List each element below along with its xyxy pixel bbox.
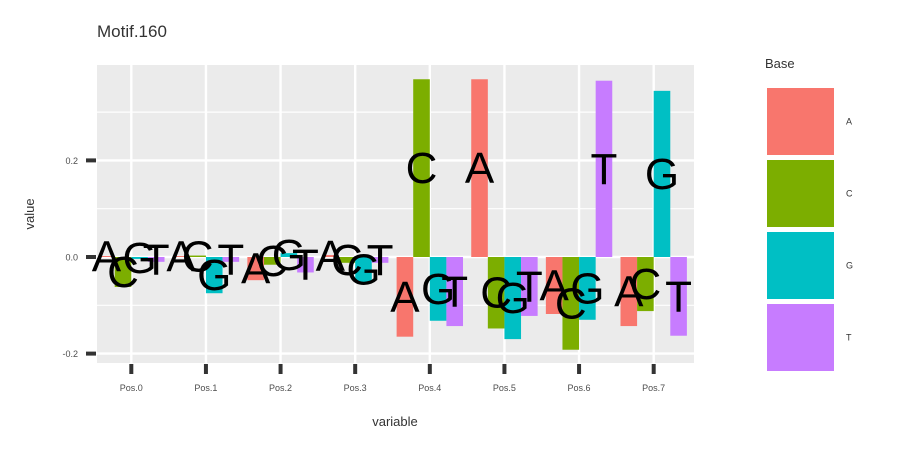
legend-title: Base (765, 56, 795, 71)
letter-label-Pos.1-G: G (197, 251, 231, 300)
bar-Pos.1-A (172, 256, 190, 257)
x-tick-label-Pos.7: Pos.7 (642, 383, 665, 393)
letter-label-Pos.3-C: C (331, 236, 363, 285)
bar-Pos.5-T (521, 257, 538, 316)
bar-Pos.3-A (321, 255, 339, 257)
x-tick-label-Pos.5: Pos.5 (493, 383, 516, 393)
letter-label-Pos.6-C: C (555, 279, 587, 328)
y-tick-label-0: -0.2 (62, 349, 78, 359)
legend-key-A (767, 88, 834, 155)
bar-Pos.5-G (504, 257, 522, 340)
bar-Pos.6-A (545, 257, 563, 314)
legend-label-G: G (846, 261, 853, 271)
legend-label-C: C (846, 189, 853, 199)
letter-label-Pos.3-A: A (316, 232, 346, 281)
letter-label-Pos.2-G: G (272, 231, 306, 280)
bar-Pos.1-C (189, 255, 206, 257)
letter-label-Pos.4-T: T (441, 268, 468, 317)
legend-label-A: A (846, 117, 852, 127)
bar-Pos.4-C (413, 79, 430, 257)
bar-Pos.1-T (222, 257, 240, 262)
letter-label-Pos.7-T: T (665, 272, 692, 321)
bar-Pos.6-T (595, 80, 613, 257)
legend-key-C (767, 160, 834, 227)
bar-Pos.7-C (637, 257, 654, 312)
letter-label-Pos.5-G: G (496, 274, 530, 323)
bar-Pos.1-G (205, 257, 223, 294)
bar-Pos.7-A (620, 257, 638, 327)
letter-label-Pos.4-A: A (390, 273, 420, 322)
legend-key-G (767, 232, 834, 299)
bar-Pos.4-G (429, 257, 447, 321)
letter-label-Pos.2-T: T (292, 241, 319, 290)
bar-Pos.3-T (371, 257, 389, 263)
bar-Pos.6-G (579, 257, 596, 320)
x-tick-label-Pos.6: Pos.6 (568, 383, 591, 393)
letter-label-Pos.7-A: A (614, 268, 644, 317)
bar-Pos.2-G (280, 253, 298, 257)
x-tick-label-Pos.2: Pos.2 (269, 383, 292, 393)
letter-label-Pos.2-A: A (241, 245, 271, 294)
bar-Pos.4-A (396, 257, 414, 337)
bar-Pos.3-G (355, 257, 372, 283)
bar-Pos.4-T (446, 257, 464, 327)
bar-Pos.5-C (487, 257, 505, 329)
bar-Pos.2-C (263, 257, 281, 265)
legend-label-T: T (846, 333, 852, 343)
letter-label-Pos.1-C: C (182, 232, 214, 281)
letter-label-Pos.4-C: C (406, 144, 438, 193)
bar-Pos.0-A (98, 256, 115, 257)
chart-title: Motif.160 (97, 22, 167, 41)
letter-label-Pos.0-A: A (92, 233, 122, 282)
bars-group (98, 79, 687, 350)
letter-label-Pos.7-G: G (645, 150, 679, 199)
legend-key-T (767, 304, 834, 371)
letter-label-Pos.4-G: G (421, 265, 455, 314)
x-tick-label-Pos.3: Pos.3 (344, 383, 367, 393)
axes-group: -0.2 0.0 0.2 Pos.0 Pos.1 Pos.2 Pos.3 Pos.4 Pos.5… (62, 156, 665, 393)
bar-Pos.6-C (562, 257, 580, 350)
bar-Pos.5-A (471, 79, 488, 257)
letter-label-Pos.0-T: T (143, 235, 170, 284)
bar-Pos.2-T (297, 257, 314, 273)
letter-label-Pos.5-T: T (516, 262, 543, 311)
bar-Pos.2-A (247, 257, 264, 281)
y-tick-label-2: 0.2 (65, 156, 78, 166)
letter-label-Pos.6-A: A (539, 261, 569, 310)
bar-Pos.0-G (131, 257, 148, 259)
x-tick-label-Pos.0: Pos.0 (120, 383, 143, 393)
letter-label-Pos.5-C: C (480, 269, 512, 318)
letter-label-Pos.6-G: G (570, 264, 604, 313)
legend: Base A C G T (765, 56, 853, 371)
x-axis-title: variable (372, 414, 418, 429)
letter-label-Pos.3-T: T (367, 236, 394, 285)
letter-label-Pos.1-T: T (217, 235, 244, 284)
letter-label-Pos.6-T: T (591, 145, 618, 194)
bar-Pos.7-G (653, 90, 671, 258)
letter-label-Pos.1-A: A (166, 233, 196, 282)
x-tick-label-Pos.1: Pos.1 (194, 383, 217, 393)
letter-label-Pos.5-A: A (465, 144, 495, 193)
x-tick-label-Pos.4: Pos.4 (418, 383, 441, 393)
letter-label-Pos.0-G: G (122, 234, 156, 283)
bar-Pos.0-C (114, 257, 132, 287)
y-tick-label-1: 0.0 (65, 253, 78, 263)
bar-Pos.3-C (338, 257, 356, 263)
letter-label-Pos.2-C: C (256, 237, 288, 286)
letter-label-Pos.3-G: G (346, 246, 380, 295)
bar-Pos.0-T (147, 257, 165, 262)
letter-label-Pos.0-C: C (107, 248, 139, 297)
bar-Pos.7-T (670, 257, 687, 336)
letter-label-Pos.7-C: C (629, 260, 661, 309)
y-axis-title: value (22, 198, 37, 229)
